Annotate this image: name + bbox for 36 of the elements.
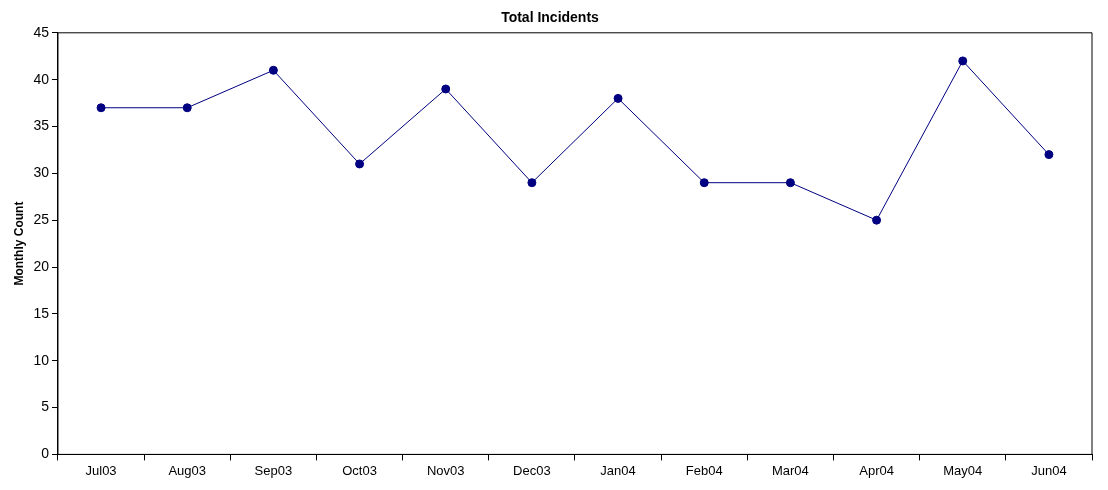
- y-tick-label: 25: [33, 211, 50, 228]
- point: [441, 84, 451, 94]
- point: [527, 178, 537, 188]
- y-axis-title: Monthly Count: [11, 201, 26, 286]
- point: [268, 65, 278, 75]
- x-tick-label: Mar04: [771, 462, 809, 478]
- x-tick-label: Oct03: [342, 462, 377, 478]
- point: [785, 178, 795, 188]
- point: [958, 56, 968, 66]
- y-tick-label: 30: [33, 164, 50, 181]
- x-tick-label: Jun04: [1031, 462, 1067, 478]
- point: [1044, 150, 1054, 160]
- x-tick-label: Aug03: [168, 462, 207, 478]
- x-tick-label: Feb04: [685, 462, 723, 478]
- y-tick-label: 45: [33, 23, 50, 40]
- y-tick-label: 40: [33, 70, 50, 87]
- y-tick-label: 35: [33, 117, 50, 134]
- point: [182, 103, 192, 113]
- chart-title: Total Incidents: [501, 9, 600, 26]
- y-tick-label: 15: [33, 304, 50, 321]
- y-tick-label: 5: [41, 398, 50, 415]
- point: [699, 178, 709, 188]
- y-tick-label: 10: [33, 351, 50, 368]
- point: [355, 159, 365, 169]
- point: [613, 93, 623, 103]
- x-tick-label: Nov03: [426, 462, 465, 478]
- point: [96, 103, 106, 113]
- point: [872, 215, 882, 225]
- x-tick-label: Dec03: [513, 462, 551, 478]
- y-tick-label: 20: [33, 257, 50, 274]
- x-tick-label: Sep03: [254, 462, 293, 478]
- y-tick-label: 0: [41, 445, 50, 462]
- x-tick-label: Jul03: [85, 462, 117, 478]
- x-tick-label: Apr04: [859, 462, 894, 478]
- x-tick-label: May04: [943, 462, 983, 478]
- x-tick-label: Jan04: [600, 462, 636, 478]
